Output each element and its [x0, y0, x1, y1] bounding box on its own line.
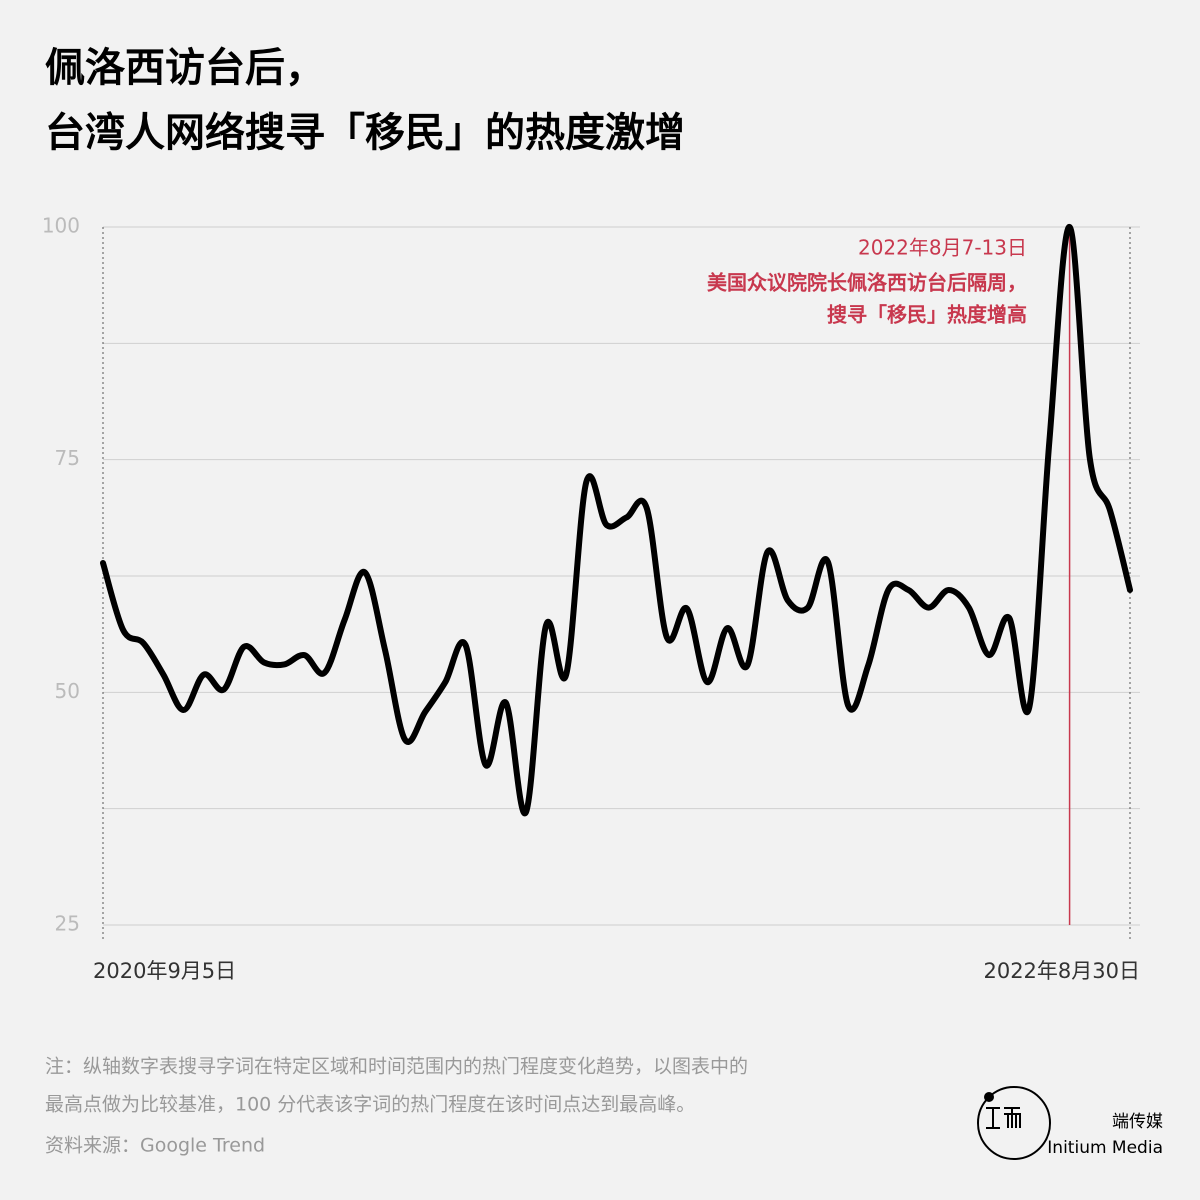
- note: 最高点做为比较基准，100 分代表该字词的热门程度在该时间点达到最高峰。: [45, 1094, 695, 1116]
- logo-glyph: [986, 1107, 1021, 1129]
- chart-title: 佩洛西访台后，: [45, 45, 325, 91]
- source: 资料来源：Google Trend: [45, 1135, 265, 1157]
- annotation-text: 搜寻「移民」热度增高: [827, 303, 1027, 327]
- annotation-date: 2022年8月7-13日: [858, 236, 1027, 260]
- y-tick-label: 50: [55, 679, 80, 703]
- y-tick-label: 75: [55, 446, 80, 470]
- brand-name: 端传媒: [1112, 1112, 1163, 1132]
- line: [100, 223, 1133, 817]
- x-tick-label: 2020年9月5日: [93, 959, 236, 983]
- y-tick-label: 25: [55, 912, 80, 936]
- x-tick-label: 2022年8月30日: [983, 959, 1140, 983]
- logo-dot: [984, 1092, 994, 1102]
- y-tick-label: 100: [42, 214, 80, 238]
- logo-circle: [977, 1086, 1051, 1160]
- note: 注：纵轴数字表搜寻字词在特定区域和时间范围内的热门程度变化趋势，以图表中的: [45, 1056, 748, 1078]
- chart-title: 台湾人网络搜寻「移民」的热度激增: [45, 110, 685, 156]
- brand-name-en: Initium Media: [1047, 1138, 1163, 1158]
- annotation-text: 美国众议院院长佩洛西访台后隔周，: [707, 271, 1027, 295]
- logo: [977, 1086, 1051, 1160]
